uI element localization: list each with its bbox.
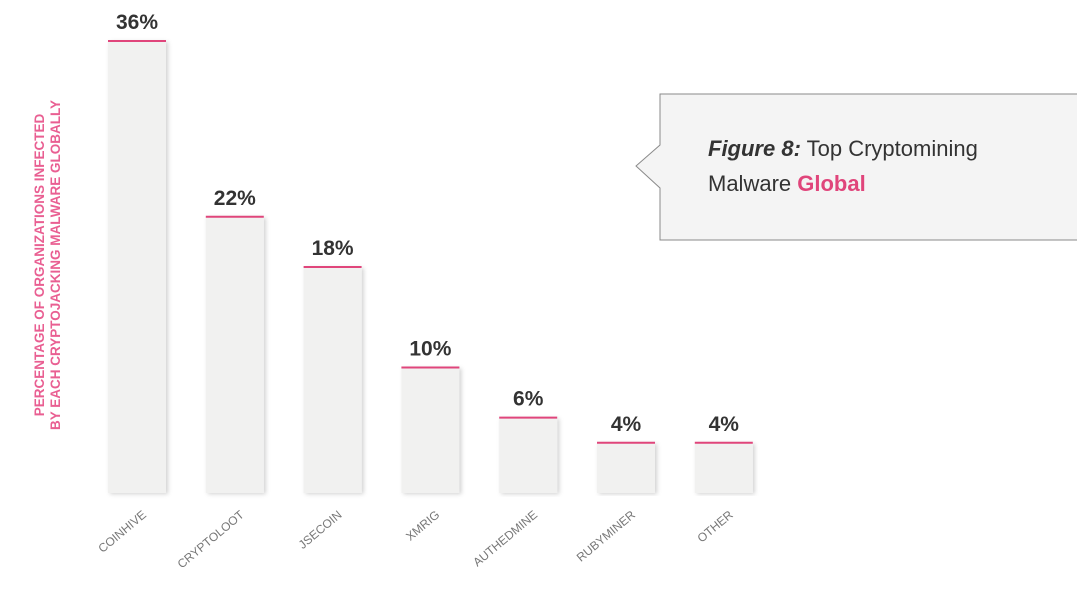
bar <box>205 216 264 493</box>
x-tick-label: JSECOIN <box>296 508 345 552</box>
value-label: 22% <box>214 187 256 210</box>
y-label-line: BY EACH CRYPTOJACKING MALWARE GLOBALLY <box>48 100 63 430</box>
value-label: 10% <box>409 337 451 360</box>
value-label: 18% <box>312 237 354 260</box>
bar <box>597 442 655 493</box>
figure-highlight: Global <box>797 171 865 196</box>
figure-label: Figure 8: <box>708 136 801 161</box>
figure-title: Top Cryptomining <box>807 136 978 161</box>
callout-line: Malware Global <box>708 171 866 196</box>
value-label: 36% <box>116 11 158 34</box>
bar <box>499 417 558 493</box>
x-tick-label: RUBYMINER <box>574 507 638 564</box>
x-tick-label: OTHER <box>695 507 736 545</box>
figure-title: Malware <box>708 171 791 196</box>
y-label-line: PERCENTAGE OF ORGANIZATIONS INFECTED <box>32 114 47 417</box>
y-axis-label: PERCENTAGE OF ORGANIZATIONS INFECTED BY … <box>32 100 63 430</box>
x-tick-label: AUTHEDMINE <box>470 508 540 570</box>
value-label: 4% <box>709 413 740 436</box>
value-label: 6% <box>513 388 544 411</box>
callout-line: Figure 8: Top Cryptomining <box>708 136 978 161</box>
value-label: 4% <box>611 413 642 436</box>
callout: Figure 8: Top Cryptomining Malware Globa… <box>635 93 1077 241</box>
x-tick-label: COINHIVE <box>95 508 148 556</box>
x-tick-label: CRYPTOLOOT <box>175 507 248 571</box>
bar <box>401 367 460 493</box>
bar <box>303 267 362 493</box>
bar <box>694 442 753 493</box>
callout-box <box>635 93 1077 241</box>
bar <box>108 41 166 493</box>
x-tick-label: XMRIG <box>403 508 442 544</box>
